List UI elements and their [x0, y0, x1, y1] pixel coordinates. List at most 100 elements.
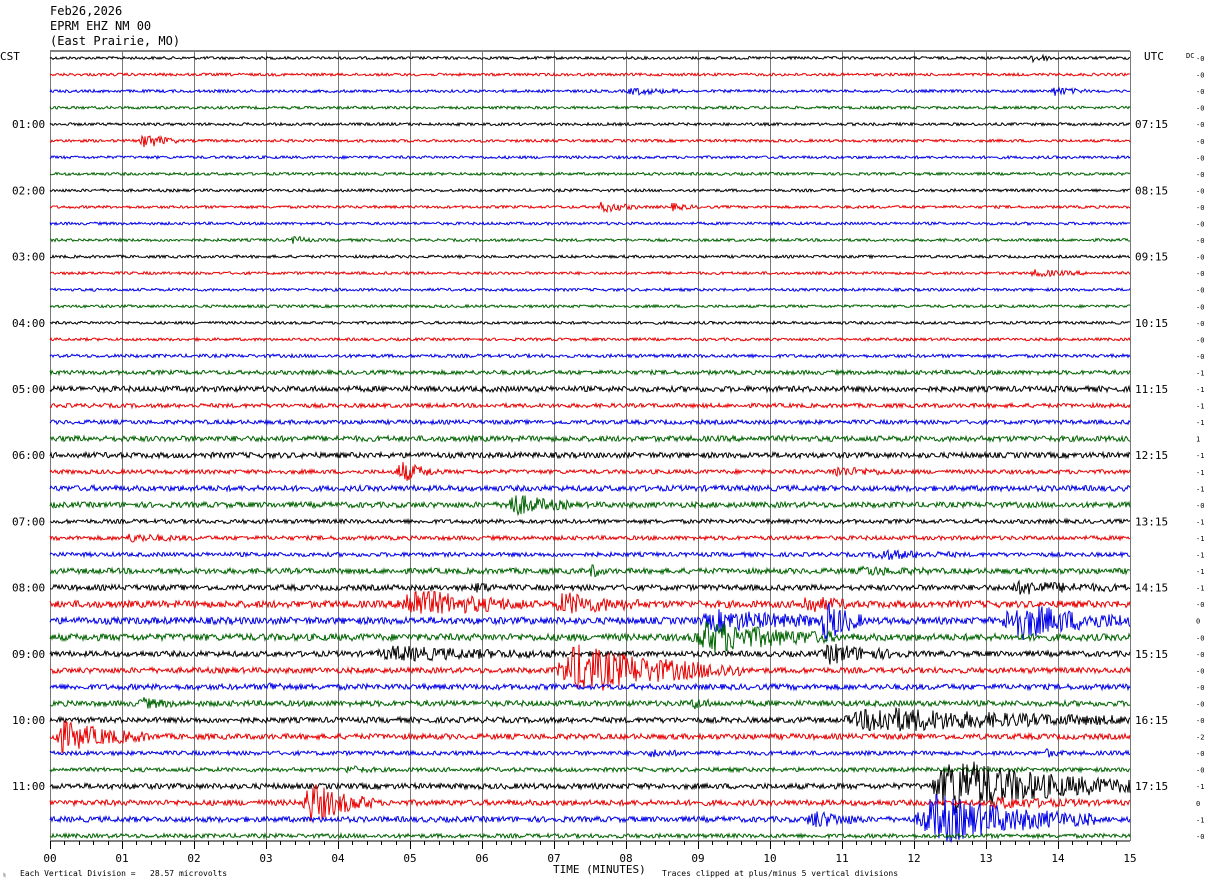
seismic-trace [49, 784, 1131, 822]
dc-offset-label: -0 [1196, 667, 1204, 675]
x-tick-label: 05 [403, 852, 416, 865]
seismic-trace [49, 368, 1131, 377]
dc-offset-label: -0 [1196, 55, 1204, 63]
corner-mark: ♮ [2, 871, 7, 880]
seismic-trace [49, 121, 1131, 128]
utc-hour-label: 09:15 [1135, 251, 1168, 264]
dc-offset-label: 0 [1196, 618, 1200, 626]
cst-hour-label: 09:00 [12, 648, 45, 661]
dc-offset-label: -0 [1196, 336, 1204, 344]
dc-offset-label: -0 [1196, 154, 1204, 162]
utc-hour-label: 10:15 [1135, 317, 1168, 330]
dc-offset-label: -0 [1196, 121, 1204, 129]
utc-hour-label: 12:15 [1135, 449, 1168, 462]
utc-hour-label: 17:15 [1135, 780, 1168, 793]
x-tick-label: 01 [115, 852, 128, 865]
seismic-trace [49, 287, 1131, 293]
dc-offset-label: -0 [1196, 287, 1204, 295]
seismic-trace [49, 336, 1131, 343]
dc-offset-label: -0 [1196, 88, 1204, 96]
dc-offset-label: -1 [1196, 518, 1204, 526]
dc-offset-label: -0 [1196, 601, 1204, 609]
seismic-trace [49, 765, 1131, 774]
seismic-trace [49, 831, 1131, 840]
seismic-trace [49, 697, 1131, 710]
dc-offset-label: -0 [1196, 237, 1204, 245]
x-tick-label: 11 [835, 852, 848, 865]
x-tick-label: 12 [907, 852, 920, 865]
seismic-trace [49, 682, 1131, 692]
seismic-trace [49, 533, 1131, 543]
utc-hour-label: 13:15 [1135, 515, 1168, 528]
seismic-trace [49, 53, 1131, 64]
seismic-trace [49, 303, 1131, 309]
dc-offset-label: -0 [1196, 651, 1204, 659]
seismic-trace [49, 134, 1131, 148]
seismic-trace [49, 384, 1131, 394]
seismic-trace [49, 450, 1131, 460]
seismic-trace [49, 171, 1131, 177]
dc-offset-label: -0 [1196, 684, 1204, 692]
dc-offset-label: -0 [1196, 187, 1204, 195]
dc-offset-label: 1 [1196, 436, 1200, 444]
dc-offset-label: -0 [1196, 750, 1204, 758]
dc-offset-label: -1 [1196, 585, 1204, 593]
utc-hour-label: 14:15 [1135, 582, 1168, 595]
seismic-trace [49, 235, 1131, 244]
seismic-trace [49, 517, 1131, 526]
cst-hour-label: 04:00 [12, 317, 45, 330]
x-axis-label: TIME (MINUTES) [553, 863, 646, 876]
dc-offset-label: -1 [1196, 419, 1204, 427]
seismic-trace [49, 761, 1131, 813]
x-tick-label: 06 [475, 852, 488, 865]
dc-offset-label: -0 [1196, 833, 1204, 841]
dc-offset-label: -0 [1196, 204, 1204, 212]
dc-offset-label: -0 [1196, 72, 1204, 80]
seismic-trace [49, 154, 1131, 160]
dc-offset-label: -0 [1196, 320, 1204, 328]
seismic-trace [49, 71, 1131, 78]
seismic-trace [49, 579, 1131, 595]
seismic-trace [49, 105, 1131, 111]
utc-hour-label: 11:15 [1135, 383, 1168, 396]
x-tick-label: 08 [619, 852, 632, 865]
scale-note: Each Vertical Division = 28.57 microvolt… [20, 869, 228, 878]
dc-offset-label: 0 [1196, 800, 1200, 808]
dc-offset-label: -1 [1196, 485, 1204, 493]
dc-offset-label: -0 [1196, 303, 1204, 311]
seismic-trace [49, 187, 1130, 194]
x-tick-label: 02 [187, 852, 200, 865]
seismic-trace [49, 621, 1131, 654]
dc-title: DC [1186, 52, 1195, 60]
dc-offset-label: -0 [1196, 171, 1204, 179]
seismic-trace [49, 590, 1131, 614]
dc-offset-label: -0 [1196, 254, 1204, 262]
x-tick-label: 07 [547, 852, 560, 865]
clip-note: Traces clipped at plus/minus 5 vertical … [662, 869, 899, 878]
cst-hour-label: 06:00 [12, 449, 45, 462]
seismic-trace [49, 434, 1131, 444]
seismic-trace [49, 253, 1131, 260]
dc-offset-label: -2 [1196, 734, 1204, 742]
cst-hour-label: 02:00 [12, 184, 45, 197]
header-station: EPRM EHZ NM 00 [50, 19, 152, 33]
header-date: Feb26,2026 [50, 4, 123, 18]
cst-hour-label: 05:00 [12, 383, 45, 396]
seismic-trace [49, 548, 1130, 560]
dc-offset-label: -1 [1196, 386, 1204, 394]
dc-offset-label: -1 [1196, 403, 1204, 411]
seismic-trace [49, 720, 1131, 754]
dc-offset-label: -1 [1196, 816, 1204, 824]
x-tick-label: 10 [763, 852, 776, 865]
seismic-trace [49, 269, 1131, 278]
x-tick-label: 09 [691, 852, 704, 865]
x-tick-label: 03 [259, 852, 272, 865]
dc-offset-label: -1 [1196, 452, 1204, 460]
utc-hour-label: 15:15 [1135, 648, 1168, 661]
dc-offset-label: -1 [1196, 568, 1204, 576]
dc-offset-label: -1 [1196, 552, 1204, 560]
cst-hour-label: 11:00 [12, 780, 45, 793]
seismic-trace [49, 644, 1131, 691]
dc-offset-label: -0 [1196, 138, 1204, 146]
